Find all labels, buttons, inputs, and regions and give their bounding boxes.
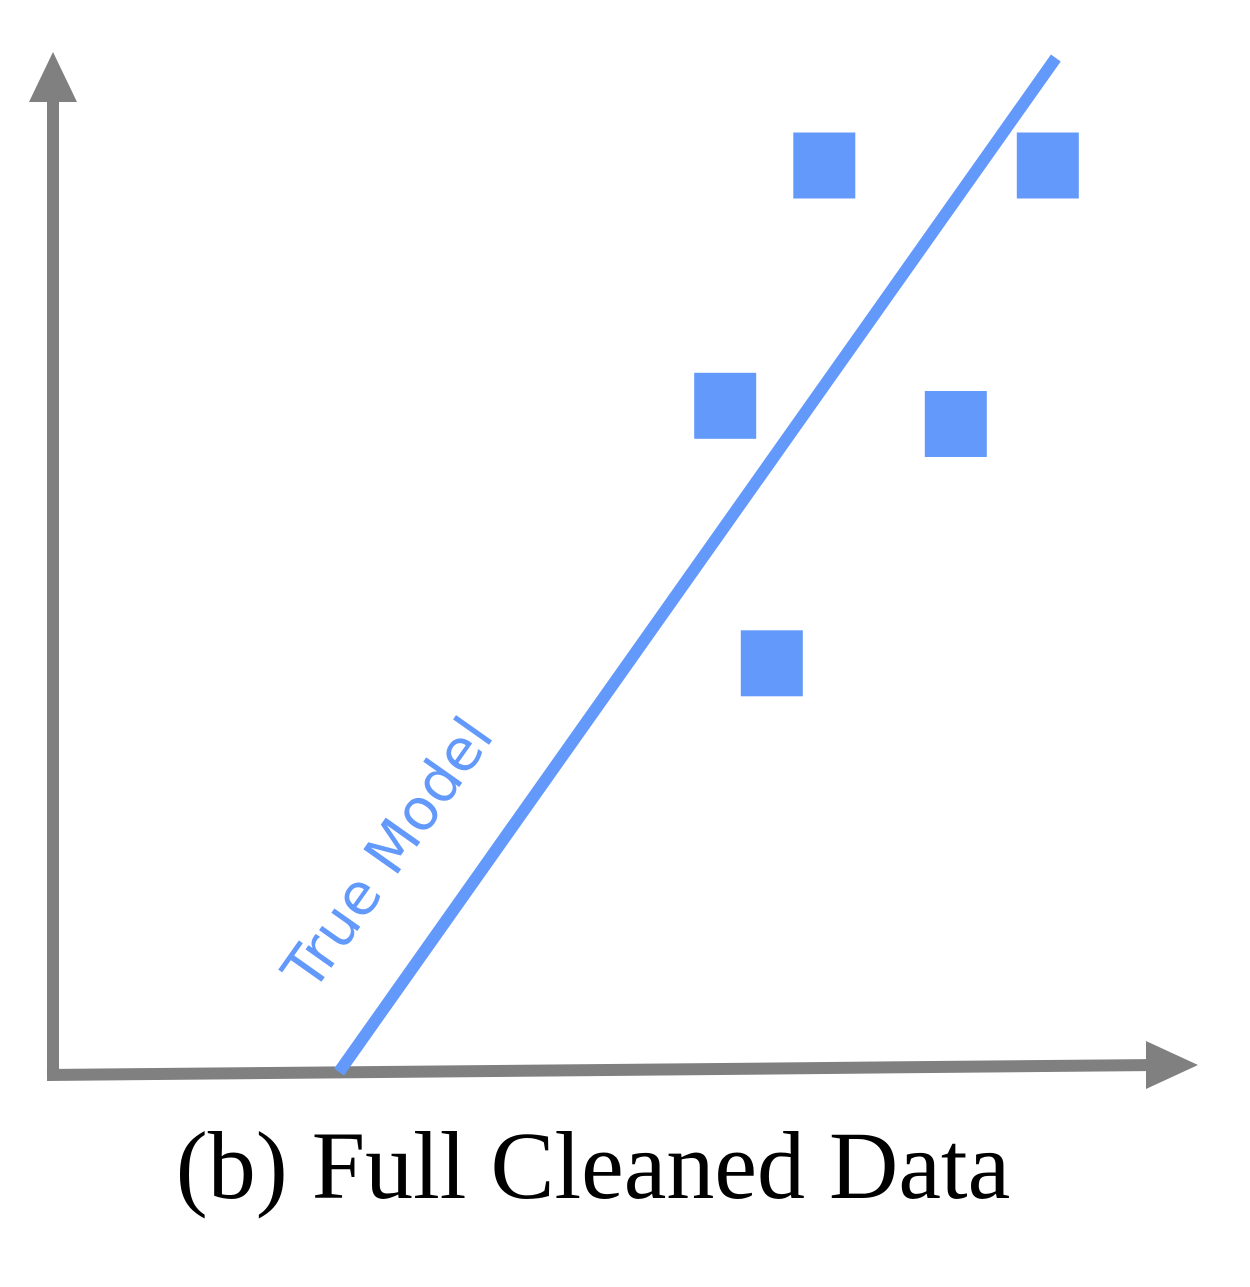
data-point xyxy=(1016,132,1079,199)
x-axis-line xyxy=(46,1059,1161,1081)
data-point xyxy=(793,132,856,199)
data-point xyxy=(924,391,987,457)
data-point xyxy=(740,630,803,697)
axes xyxy=(29,52,1198,1089)
model-line-group: True Model xyxy=(268,54,1061,1076)
x-axis-arrowhead xyxy=(1146,1041,1198,1089)
data-points xyxy=(694,132,1079,697)
true-model-line xyxy=(334,54,1061,1076)
true-model-label: True Model xyxy=(268,705,506,1003)
y-axis-arrowhead xyxy=(29,52,77,102)
data-point xyxy=(694,372,757,439)
figure-caption: (b) Full Cleaned Data xyxy=(176,1112,1010,1219)
